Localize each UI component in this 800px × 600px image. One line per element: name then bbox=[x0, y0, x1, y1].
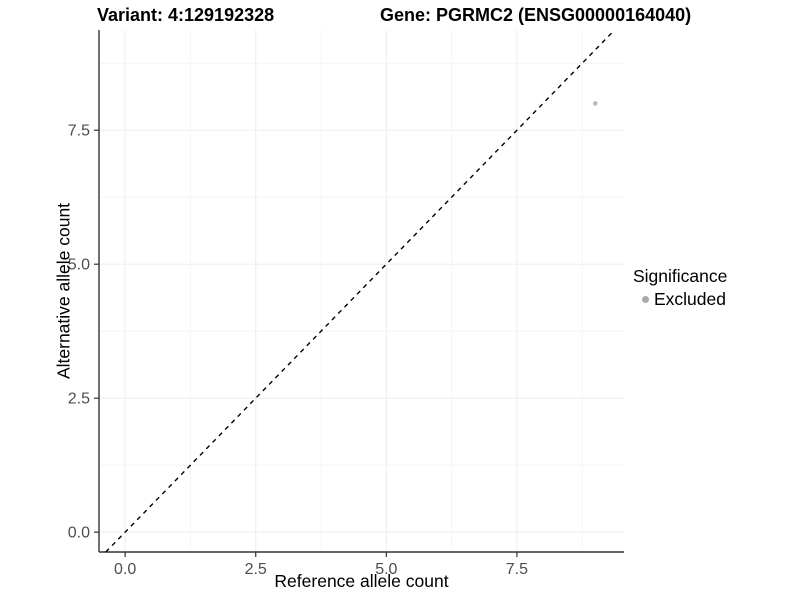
axis-ticks bbox=[94, 129, 518, 557]
plot-title-gene: Gene: PGRMC2 (ENSG00000164040) bbox=[380, 5, 692, 25]
legend-entry-excluded: Excluded bbox=[633, 289, 727, 310]
legend: Significance Excluded bbox=[633, 266, 727, 310]
axis-tick-labels: 0.0 2.5 5.0 7.5 0.0 2.5 5.0 7.5 bbox=[68, 123, 528, 578]
legend-point-icon bbox=[642, 296, 649, 303]
legend-title: Significance bbox=[633, 266, 728, 286]
y-tick-label: 7.5 bbox=[68, 123, 90, 140]
y-axis-title: Alternative allele count bbox=[53, 202, 74, 380]
x-tick-label: 2.5 bbox=[245, 561, 267, 578]
identity-line bbox=[105, 29, 616, 553]
grid-major bbox=[99, 30, 624, 552]
y-tick-label: 5.0 bbox=[68, 257, 90, 274]
x-tick-label: 0.0 bbox=[114, 561, 136, 578]
plot-title-variant: Variant: 4:129192328 bbox=[97, 5, 275, 25]
data-points bbox=[592, 101, 598, 106]
axis-lines bbox=[98, 30, 624, 553]
grid-minor bbox=[99, 30, 624, 552]
x-tick-label: 7.5 bbox=[506, 561, 528, 578]
y-tick-label: 0.0 bbox=[68, 525, 90, 542]
data-point bbox=[592, 101, 598, 106]
legend-entry-label: Excluded bbox=[654, 289, 726, 309]
x-tick-label: 5.0 bbox=[375, 561, 397, 578]
x-axis-title: Reference allele count bbox=[274, 571, 449, 591]
y-tick-label: 2.5 bbox=[68, 391, 90, 408]
